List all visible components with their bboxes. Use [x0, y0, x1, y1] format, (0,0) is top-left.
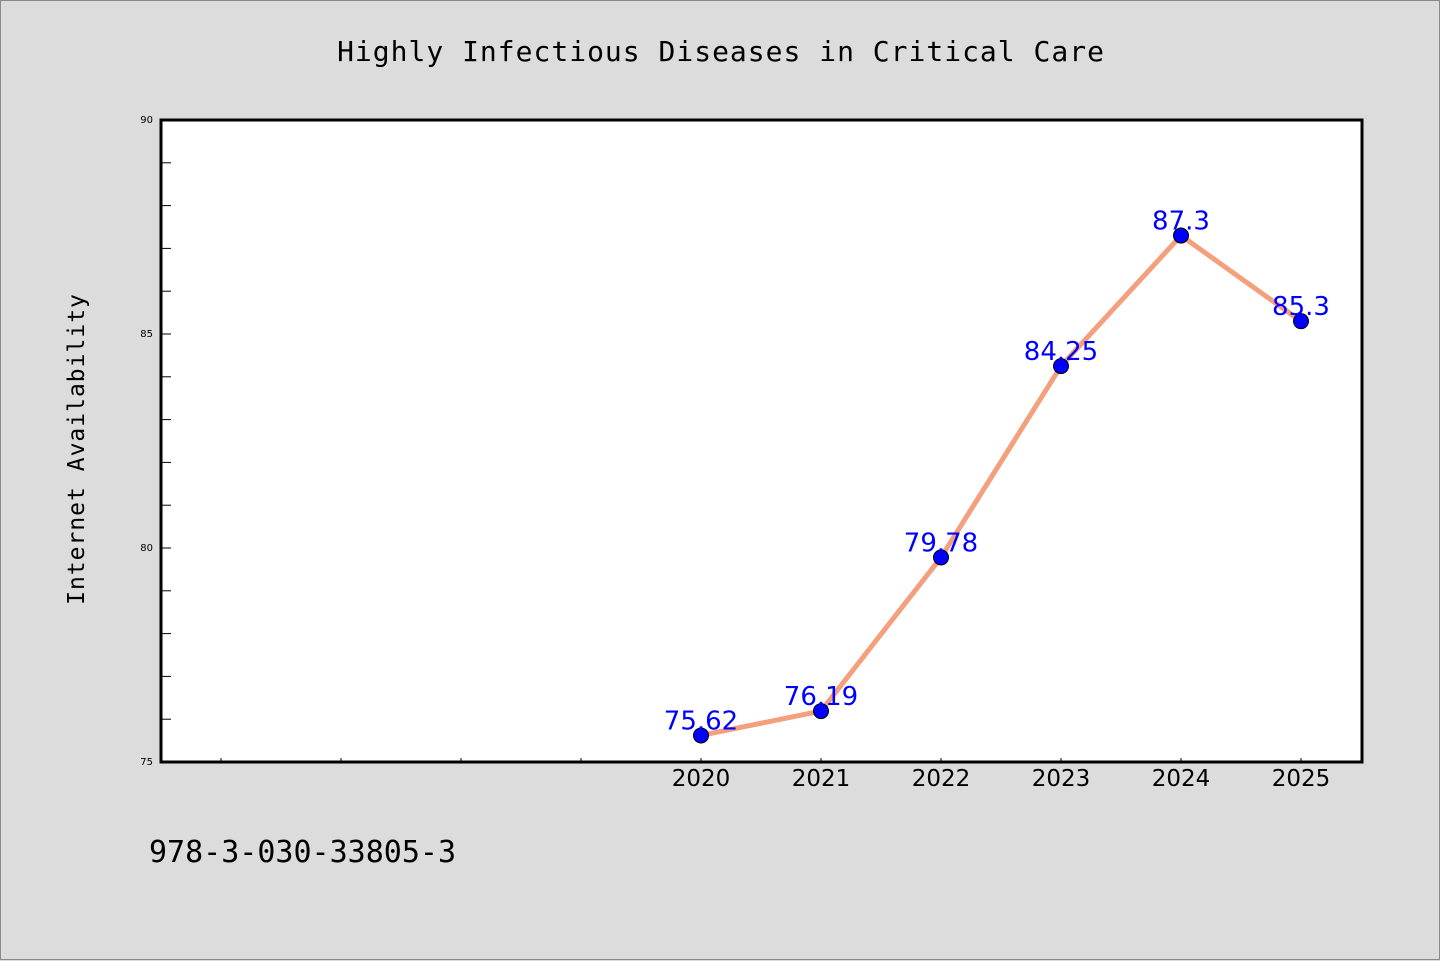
data-point — [1053, 358, 1069, 375]
data-label: 75.62 — [664, 706, 738, 736]
y-tick-label: 75 — [140, 757, 153, 768]
x-tick-label: 2024 — [1152, 766, 1211, 792]
data-point — [1173, 227, 1189, 244]
data-label: 84.25 — [1024, 337, 1098, 367]
x-tick-label: 2022 — [912, 766, 971, 792]
data-point — [933, 549, 949, 566]
x-tick-label: 2020 — [672, 766, 731, 792]
data-label: 79.78 — [904, 528, 978, 558]
series-line — [698, 233, 1304, 738]
y-tick-label: 90 — [140, 115, 153, 126]
plot-area — [161, 120, 1362, 762]
data-point — [1293, 313, 1309, 330]
x-tick-label: 2023 — [1032, 766, 1091, 792]
x-tick-label: 2025 — [1272, 766, 1331, 792]
data-label: 85.3 — [1272, 292, 1330, 322]
isbn-text: 978-3-030-33805-3 — [149, 835, 457, 870]
x-tick-label: 2021 — [792, 766, 851, 792]
y-tick-label: 85 — [140, 329, 153, 340]
data-point — [813, 703, 829, 720]
data-label: 87.3 — [1152, 207, 1210, 237]
data-label: 76.19 — [784, 682, 858, 712]
data-point — [693, 727, 709, 744]
y-tick-label: 80 — [140, 543, 153, 554]
plot-frame — [159, 118, 1364, 764]
chart-title: Highly Infectious Diseases in Critical C… — [337, 35, 1105, 68]
